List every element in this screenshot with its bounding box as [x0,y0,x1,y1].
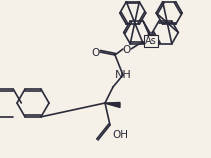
Text: O: O [123,45,131,55]
Polygon shape [104,103,120,107]
Text: NH: NH [115,70,131,80]
Text: O: O [92,48,100,58]
Text: As: As [145,36,157,46]
Text: OH: OH [112,130,128,140]
